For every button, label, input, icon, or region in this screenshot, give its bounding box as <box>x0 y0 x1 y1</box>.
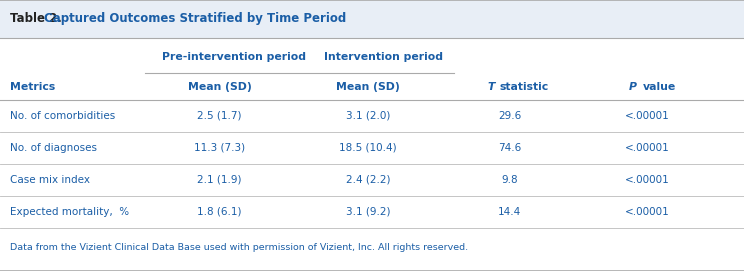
Text: Mean (SD): Mean (SD) <box>336 82 400 92</box>
Text: 18.5 (10.4): 18.5 (10.4) <box>339 143 397 153</box>
Text: value: value <box>643 82 676 92</box>
Text: 3.1 (2.0): 3.1 (2.0) <box>346 111 391 121</box>
Text: Data from the Vizient Clinical Data Base used with permission of Vizient, Inc. A: Data from the Vizient Clinical Data Base… <box>10 243 468 251</box>
Text: <.00001: <.00001 <box>625 111 670 121</box>
Text: 14.4: 14.4 <box>498 207 522 217</box>
Text: No. of comorbidities: No. of comorbidities <box>10 111 115 121</box>
Text: <.00001: <.00001 <box>625 143 670 153</box>
Text: Mean (SD): Mean (SD) <box>187 82 251 92</box>
Text: 2.4 (2.2): 2.4 (2.2) <box>346 175 391 185</box>
Text: Intervention period: Intervention period <box>324 52 443 62</box>
Text: 9.8: 9.8 <box>501 175 518 185</box>
Text: 74.6: 74.6 <box>498 143 522 153</box>
Text: 3.1 (9.2): 3.1 (9.2) <box>346 207 391 217</box>
Bar <box>0 0 744 38</box>
Text: <.00001: <.00001 <box>625 207 670 217</box>
Text: Captured Outcomes Stratified by Time Period: Captured Outcomes Stratified by Time Per… <box>45 12 347 25</box>
Text: Expected mortality,  %: Expected mortality, % <box>10 207 129 217</box>
Text: 1.8 (6.1): 1.8 (6.1) <box>197 207 242 217</box>
Text: Pre-intervention period: Pre-intervention period <box>162 52 307 62</box>
Text: T: T <box>487 82 495 92</box>
Text: Table 2.: Table 2. <box>10 12 65 25</box>
Text: Metrics: Metrics <box>10 82 55 92</box>
Text: Case mix index: Case mix index <box>10 175 90 185</box>
Text: 2.1 (1.9): 2.1 (1.9) <box>197 175 242 185</box>
Text: 2.5 (1.7): 2.5 (1.7) <box>197 111 242 121</box>
Text: <.00001: <.00001 <box>625 175 670 185</box>
Text: P: P <box>629 82 636 92</box>
Text: 29.6: 29.6 <box>498 111 522 121</box>
Text: statistic: statistic <box>499 82 548 92</box>
Text: 11.3 (7.3): 11.3 (7.3) <box>194 143 245 153</box>
Text: No. of diagnoses: No. of diagnoses <box>10 143 97 153</box>
